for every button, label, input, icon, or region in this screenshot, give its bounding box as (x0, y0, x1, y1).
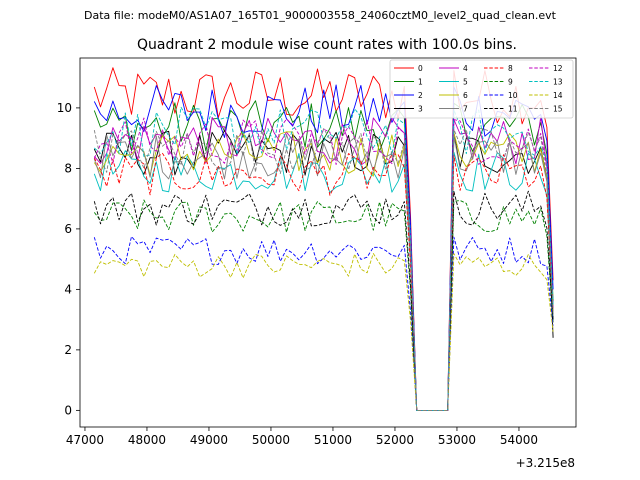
plot-frame (79, 57, 577, 428)
x-tick-label: 54000 (500, 433, 538, 447)
legend-label-11: 11 (508, 105, 518, 114)
legend-label-9: 9 (508, 78, 513, 87)
x-axis: 47000 48000 49000 50000 51000 52000 53000 54000 (66, 427, 538, 447)
legend-box (389, 59, 574, 119)
series-line-14 (93, 253, 554, 411)
series-line-12 (93, 117, 554, 411)
legend-label-2: 2 (418, 91, 423, 100)
x-tick-label: 48000 (128, 433, 166, 447)
y-tick-label: 10 (57, 101, 72, 115)
legend-label-13: 13 (553, 78, 563, 87)
y-tick-label: 0 (64, 403, 72, 417)
legend-label-4: 4 (463, 64, 468, 73)
y-axis: 0 2 4 6 8 10 (57, 101, 80, 417)
x-tick-label: 51000 (314, 433, 352, 447)
legend-label-14: 14 (553, 91, 563, 100)
legend-label-1: 1 (418, 78, 423, 87)
chart-suptitle: Data file: modeM0/AS1A07_165T01_90000035… (84, 9, 557, 22)
x-tick-label: 52000 (376, 433, 414, 447)
legend-label-8: 8 (508, 64, 513, 73)
y-tick-label: 6 (64, 222, 72, 236)
legend-label-6: 6 (463, 91, 468, 100)
series-line-9 (93, 199, 554, 411)
legend-label-3: 3 (418, 105, 423, 114)
x-tick-label: 47000 (66, 433, 104, 447)
y-tick-label: 2 (64, 343, 72, 357)
y-tick-label: 4 (64, 282, 72, 296)
series-line-10 (93, 236, 554, 411)
plot-area (80, 58, 576, 427)
legend-label-5: 5 (463, 78, 468, 87)
legend-label-0: 0 (418, 64, 423, 73)
legend-label-10: 10 (508, 91, 518, 100)
x-tick-label: 50000 (252, 433, 290, 447)
series-line-15 (93, 127, 554, 411)
x-tick-label: 49000 (190, 433, 228, 447)
series-layer (93, 67, 554, 411)
series-line-7 (93, 134, 554, 411)
legend-label-15: 15 (553, 105, 563, 114)
series-line-6 (93, 131, 554, 411)
y-tick-label: 8 (64, 161, 72, 175)
legend-label-12: 12 (553, 64, 563, 73)
legend-label-7: 7 (463, 105, 468, 114)
series-line-5 (93, 150, 554, 411)
chart-title: Quadrant 2 module wise count rates with … (137, 37, 517, 53)
x-tick-label: 53000 (438, 433, 476, 447)
series-line-11 (93, 190, 554, 411)
x-offset-label: +3.215e8 (516, 456, 575, 470)
